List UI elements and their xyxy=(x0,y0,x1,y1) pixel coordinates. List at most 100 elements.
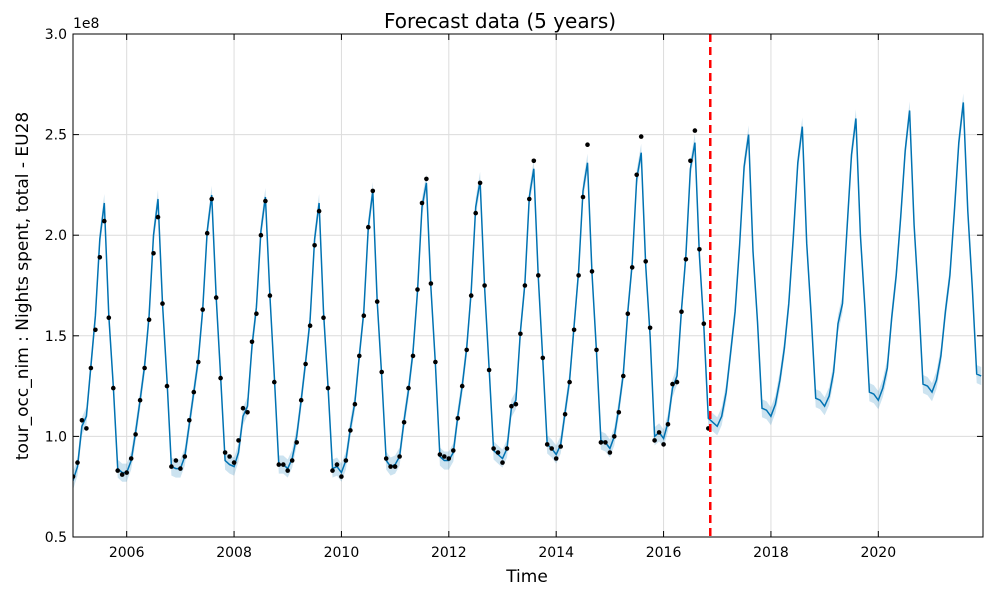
observed-point xyxy=(128,456,134,461)
observed-point xyxy=(267,293,273,298)
x-tick-label: 2012 xyxy=(431,545,467,561)
observed-point xyxy=(621,373,626,379)
observed-point xyxy=(544,442,550,447)
observed-point xyxy=(688,158,693,164)
y-tick-label: 2.0 xyxy=(45,228,67,244)
observed-point xyxy=(576,273,581,278)
observed-point xyxy=(410,353,416,359)
observed-point xyxy=(84,426,89,431)
observed-point xyxy=(629,265,635,270)
x-tick-label: 2006 xyxy=(109,545,145,561)
observed-point xyxy=(146,317,152,323)
observed-point xyxy=(701,321,707,327)
observed-point xyxy=(276,462,282,467)
observed-point xyxy=(178,466,183,471)
observed-point xyxy=(495,450,501,455)
y-tick-label: 1.0 xyxy=(45,429,67,445)
observed-point xyxy=(665,422,671,427)
observed-point xyxy=(392,464,398,469)
observed-point xyxy=(562,412,568,417)
observed-point xyxy=(169,464,174,469)
x-tick-label: 2010 xyxy=(324,545,360,561)
observed-point xyxy=(638,134,644,139)
observed-point xyxy=(594,347,599,353)
observed-point xyxy=(236,438,241,443)
observed-point xyxy=(379,369,385,375)
x-tick-labels: 2006 2008 2010 2012 2014 2016 2018 2020 xyxy=(109,545,896,561)
observed-point xyxy=(679,309,684,315)
observed-point xyxy=(477,180,483,186)
observed-point xyxy=(692,128,698,133)
observed-point xyxy=(656,430,662,435)
observed-point xyxy=(661,442,666,447)
observed-point xyxy=(231,460,237,465)
observed-point xyxy=(272,379,277,385)
observed-point xyxy=(652,438,657,443)
y-tick-labels: 0.5 1.0 1.5 2.0 2.5 3.0 xyxy=(45,27,67,546)
observed-point xyxy=(352,401,358,407)
observed-point xyxy=(424,176,429,182)
chart-title: Forecast data (5 years) xyxy=(384,9,616,33)
observed-point xyxy=(200,307,205,312)
observed-point xyxy=(580,194,586,200)
observed-point xyxy=(339,474,344,479)
observed-point xyxy=(647,325,653,331)
observed-point xyxy=(93,327,98,333)
observed-point xyxy=(612,434,617,439)
observed-point xyxy=(589,269,595,274)
y-tick-label: 2.5 xyxy=(45,128,67,144)
observed-point xyxy=(298,397,304,403)
observed-point xyxy=(482,283,487,288)
observed-point xyxy=(446,456,452,461)
y-axis-title: tour_occ_nim : Nights spent, total - EU2… xyxy=(13,112,33,460)
observed-point xyxy=(415,287,420,292)
observed-point xyxy=(218,375,223,381)
observed-point xyxy=(464,347,470,353)
observed-point xyxy=(397,454,402,459)
observed-point xyxy=(518,331,523,337)
observed-point xyxy=(361,313,367,319)
x-tick-label: 2020 xyxy=(860,545,896,561)
observed-points xyxy=(73,128,711,479)
observed-point xyxy=(173,458,179,463)
observed-point xyxy=(348,428,353,433)
observed-point xyxy=(187,418,192,423)
observed-point xyxy=(119,472,125,477)
observed-point xyxy=(142,365,147,371)
observed-point xyxy=(585,142,590,147)
observed-point xyxy=(388,464,393,469)
forecast-line xyxy=(73,102,982,481)
observed-point xyxy=(567,379,572,385)
observed-point xyxy=(254,311,259,317)
observed-point xyxy=(598,440,604,445)
observed-point xyxy=(406,385,411,391)
plot-frame xyxy=(72,33,984,538)
observed-point xyxy=(536,273,541,278)
x-tick-label: 2014 xyxy=(538,545,574,561)
observed-point xyxy=(133,432,138,437)
observed-point xyxy=(459,383,465,389)
observed-point xyxy=(553,456,559,461)
observed-point xyxy=(522,283,528,288)
observed-point xyxy=(289,458,295,463)
observed-point xyxy=(366,224,371,230)
observed-point xyxy=(451,448,456,453)
observed-point xyxy=(316,208,322,214)
observed-point xyxy=(383,456,389,461)
observed-point xyxy=(209,196,214,202)
x-tick-label: 2008 xyxy=(216,545,252,561)
y-offset-label: 1e8 xyxy=(73,16,99,32)
observed-point xyxy=(245,410,250,415)
observed-point xyxy=(683,257,689,262)
observed-point xyxy=(357,353,362,359)
observed-point xyxy=(164,383,170,389)
observed-point xyxy=(240,405,246,411)
observed-point xyxy=(401,420,407,425)
observed-point xyxy=(491,446,496,451)
observed-point xyxy=(428,281,434,286)
observed-point xyxy=(160,301,165,306)
observed-point xyxy=(549,446,554,451)
observed-point xyxy=(419,200,425,206)
observed-point xyxy=(697,247,702,252)
